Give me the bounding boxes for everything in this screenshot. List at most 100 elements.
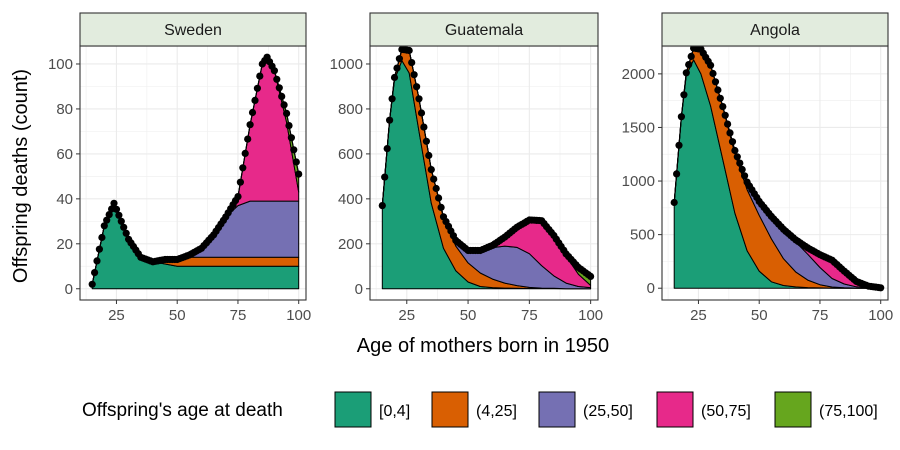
y-tick-label: 60 [56, 146, 73, 163]
total-point [393, 64, 401, 72]
total-point [675, 141, 683, 149]
total-point [430, 175, 438, 183]
legend-title: Offspring's age at death [82, 400, 283, 421]
x-tick-label: 100 [286, 307, 311, 324]
x-tick-label: 100 [578, 307, 603, 324]
x-tick-label: 25 [690, 307, 707, 324]
total-point [115, 211, 123, 219]
total-point [280, 101, 288, 109]
total-point [432, 184, 440, 193]
total-point [120, 223, 128, 231]
facet-strip-label: Guatemala [445, 22, 523, 39]
x-axis-title: Age of mothers born in 1950 [357, 335, 609, 357]
total-point [724, 120, 732, 128]
y-tick-label: 40 [56, 191, 73, 208]
total-point [408, 59, 416, 67]
x-tick-label: 75 [230, 307, 247, 324]
total-point [383, 145, 391, 153]
y-tick-label: 400 [338, 191, 363, 208]
total-point [733, 153, 741, 161]
total-point [98, 233, 106, 242]
x-tick-label: 25 [108, 307, 125, 324]
y-tick-label: 0 [65, 281, 73, 298]
total-point [677, 113, 686, 121]
total-point [709, 69, 717, 78]
total-point [275, 84, 283, 92]
legend-label: [0,4] [379, 403, 410, 420]
total-point [673, 170, 681, 178]
total-point [93, 257, 101, 265]
y-tick-label: 2000 [622, 66, 655, 83]
total-point [719, 103, 727, 111]
legend-label: (4,25] [476, 403, 517, 420]
legend-item-4: (75,100] [774, 391, 878, 428]
total-point [105, 211, 113, 219]
y-tick-label: 200 [338, 236, 363, 253]
x-tick-label: 25 [398, 307, 415, 324]
total-point [246, 121, 254, 129]
legend-label: (25,50] [583, 403, 633, 420]
total-point [427, 166, 435, 174]
facet-strip-label: Sweden [164, 22, 222, 39]
total-point [738, 165, 746, 174]
x-tick-label: 50 [460, 307, 477, 324]
total-point [425, 151, 433, 160]
total-point [714, 86, 722, 94]
total-point [253, 84, 261, 92]
facet-strip [369, 12, 599, 47]
total-point [236, 178, 244, 186]
total-point [420, 123, 428, 131]
total-point [422, 137, 430, 145]
facet-strip [79, 12, 307, 47]
total-point [287, 134, 295, 142]
y-tick-label: 80 [56, 101, 73, 118]
x-tick-label: 50 [169, 307, 186, 324]
legend-item-2: (25,50] [538, 391, 633, 428]
total-point [95, 245, 103, 253]
total-point [256, 72, 264, 80]
facet-strip [661, 12, 889, 47]
total-point [707, 61, 715, 69]
x-tick-label: 75 [812, 307, 829, 324]
legend-key [538, 391, 576, 428]
legend-key [431, 391, 469, 428]
total-point [726, 129, 734, 137]
total-point [251, 96, 259, 104]
legend-key [774, 391, 812, 428]
total-point [122, 229, 130, 237]
total-point [415, 95, 423, 103]
legend-key [656, 391, 694, 428]
total-point [100, 222, 108, 230]
total-point [273, 75, 281, 83]
y-tick-label: 1000 [330, 56, 363, 73]
y-tick-label: 500 [630, 227, 655, 244]
total-point [295, 170, 303, 178]
total-point [877, 284, 885, 292]
total-point [435, 194, 443, 202]
y-tick-label: 100 [48, 56, 73, 73]
total-point [728, 138, 737, 146]
total-point [587, 272, 595, 280]
x-tick-label: 100 [868, 307, 893, 324]
total-point [290, 146, 298, 154]
total-point [91, 269, 99, 277]
total-point [388, 95, 396, 103]
total-point [437, 203, 445, 211]
y-axis-title: Offspring deaths (count) [10, 69, 32, 283]
legend-item-0: [0,4] [334, 391, 410, 428]
total-point [88, 280, 96, 288]
total-point [117, 217, 125, 225]
total-point [685, 61, 693, 69]
total-point [395, 55, 403, 63]
x-tick-label: 75 [521, 307, 538, 324]
total-point [741, 172, 749, 180]
legend: [0,4] (4,25] (25,50] (50,75] (75,100] [334, 391, 878, 428]
total-point [112, 205, 121, 213]
x-tick-label: 50 [751, 307, 768, 324]
total-point [103, 216, 111, 224]
total-point [278, 92, 286, 100]
total-point [239, 164, 247, 172]
